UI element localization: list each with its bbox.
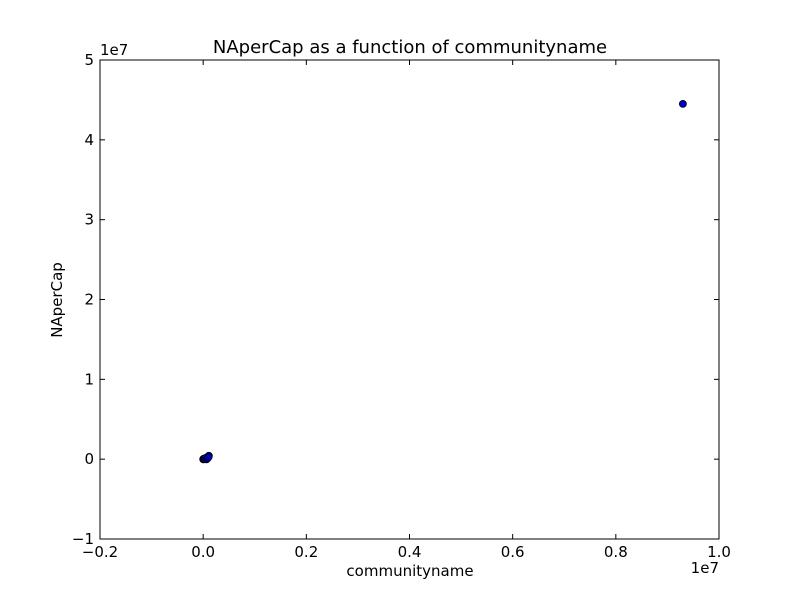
x-tick-label: 0.8 <box>604 543 628 561</box>
y-tick-labels: −1 0 1 2 3 4 5 <box>72 51 94 548</box>
y-tick-label: 1 <box>84 370 94 388</box>
x-tick-label: 0.0 <box>191 543 215 561</box>
x-tick-label: 1.0 <box>707 543 731 561</box>
y-tick-label: 5 <box>84 51 94 69</box>
x-tick-label: 0.4 <box>398 543 422 561</box>
data-point <box>678 100 687 108</box>
axis-ticks <box>99 59 720 540</box>
y-axis-label: NAperCap <box>48 262 66 338</box>
y-multiplier-label: 1e7 <box>100 41 128 59</box>
chart-title: NAperCap as a function of communityname <box>213 37 607 58</box>
x-multiplier-label: 1e7 <box>691 559 719 577</box>
y-tick-label: 3 <box>84 211 94 229</box>
y-tick-label: 4 <box>84 131 94 149</box>
x-axis-label: communityname <box>346 562 473 580</box>
y-tick-label: 0 <box>84 450 94 468</box>
data-point <box>204 453 213 462</box>
y-tick-label: 2 <box>84 291 94 309</box>
x-tick-label: −0.2 <box>82 543 118 561</box>
y-tick-label: −1 <box>72 530 94 548</box>
x-tick-labels: −0.2 0.0 0.2 0.4 0.6 0.8 1.0 <box>82 543 731 561</box>
plot-area <box>99 59 720 540</box>
x-tick-label: 0.2 <box>294 543 318 561</box>
data-points <box>199 100 687 464</box>
x-tick-label: 0.6 <box>501 543 525 561</box>
